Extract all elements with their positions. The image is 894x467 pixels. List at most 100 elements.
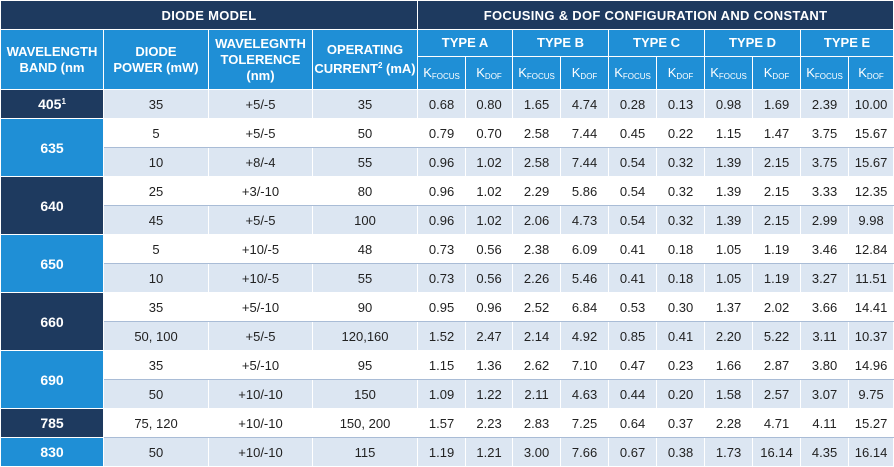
wavelength-band-cell: 650 <box>0 234 104 293</box>
k-focus-cell-type-e: 3.07 <box>800 379 850 409</box>
k-dof-cell-type-b: 4.92 <box>560 321 610 351</box>
k-dof-cell-type-b: 7.66 <box>560 437 610 467</box>
k-focus-cell-type-d: 2.20 <box>704 321 754 351</box>
k-focus-cell-type-c: 0.41 <box>608 234 658 264</box>
k-focus-cell-type-b: 2.06 <box>512 205 562 235</box>
k-focus-cell-type-b: 2.38 <box>512 234 562 264</box>
k-focus-cell-type-d: 2.28 <box>704 408 754 438</box>
k-focus-cell-type-c: 0.41 <box>608 263 658 293</box>
current-cell: 120,160 <box>311 321 419 351</box>
k-focus-cell-type-a: 0.68 <box>417 89 467 119</box>
k-dof-cell-type-d: 1.19 <box>752 263 802 293</box>
k-dof-cell-type-e: 12.84 <box>848 234 894 264</box>
k-dof-header-type-d: KDOF <box>752 56 802 90</box>
k-focus-cell-type-d: 1.66 <box>704 350 754 380</box>
table-row: 830 50 +10/-10 115 1.19 1.21 3.00 7.66 0.67 0.38 1… <box>0 437 894 467</box>
k-focus-header-type-a: KFOCUS <box>417 56 467 90</box>
k-dof-cell-type-c: 0.32 <box>656 205 706 235</box>
wavelength-band-cell: 660 <box>0 292 104 351</box>
k-focus-cell-type-d: 1.39 <box>704 205 754 235</box>
k-dof-cell-type-d: 1.47 <box>752 118 802 148</box>
k-focus-cell-type-a: 1.57 <box>417 408 467 438</box>
k-focus-cell-type-b: 2.14 <box>512 321 562 351</box>
current-cell: 115 <box>311 437 419 467</box>
k-focus-cell-type-c: 0.53 <box>608 292 658 322</box>
k-dof-cell-type-a: 2.23 <box>465 408 514 438</box>
k-focus-cell-type-b: 2.11 <box>512 379 562 409</box>
focusing-config-header: FOCUSING & DOF CONFIGURATION AND CONSTAN… <box>417 0 894 30</box>
k-focus-cell-type-e: 3.80 <box>800 350 850 380</box>
k-dof-cell-type-b: 6.09 <box>560 234 610 264</box>
k-focus-cell-type-c: 0.67 <box>608 437 658 467</box>
diode-power-cell: 50 <box>103 379 209 409</box>
k-dof-cell-type-a: 2.47 <box>465 321 514 351</box>
tolerance-cell: +5/-5 <box>208 89 313 119</box>
tolerance-cell: +5/-10 <box>208 350 313 380</box>
k-dof-cell-type-b: 7.10 <box>560 350 610 380</box>
k-focus-cell-type-e: 3.33 <box>800 176 850 206</box>
k-dof-cell-type-e: 10.37 <box>848 321 894 351</box>
k-focus-cell-type-c: 0.47 <box>608 350 658 380</box>
k-focus-cell-type-c: 0.54 <box>608 176 658 206</box>
k-dof-cell-type-a: 1.02 <box>465 205 514 235</box>
k-dof-cell-type-e: 15.67 <box>848 118 894 148</box>
k-dof-cell-type-c: 0.32 <box>656 147 706 177</box>
k-dof-cell-type-b: 4.74 <box>560 89 610 119</box>
k-focus-cell-type-e: 3.27 <box>800 263 850 293</box>
k-focus-cell-type-a: 0.96 <box>417 176 467 206</box>
current-cell: 100 <box>311 205 419 235</box>
k-dof-cell-type-e: 12.35 <box>848 176 894 206</box>
k-dof-cell-type-d: 2.57 <box>752 379 802 409</box>
k-focus-cell-type-e: 3.66 <box>800 292 850 322</box>
tolerance-cell: +10/-5 <box>208 263 313 293</box>
k-dof-cell-type-d: 4.71 <box>752 408 802 438</box>
k-dof-cell-type-c: 0.18 <box>656 234 706 264</box>
k-dof-cell-type-e: 10.00 <box>848 89 894 119</box>
k-dof-cell-type-e: 14.96 <box>848 350 894 380</box>
diode-power-cell: 50 <box>103 437 209 467</box>
k-dof-cell-type-e: 15.67 <box>848 147 894 177</box>
diode-power-cell: 25 <box>103 176 209 206</box>
table-row: 660 35 +5/-10 90 0.95 0.96 2.52 6.84 0.53 0.30 1.3… <box>0 292 894 351</box>
k-focus-cell-type-e: 2.39 <box>800 89 850 119</box>
table-row: 50 +10/-10 150 1.09 1.22 2.11 4.63 0.44 0.20 1.58… <box>1 379 894 409</box>
diode-model-header: DIODE MODEL <box>0 0 419 30</box>
table-row: 650 5 +10/-5 48 0.73 0.56 2.38 6.09 0.41 0.18 1.05… <box>0 234 894 293</box>
k-focus-cell-type-e: 2.99 <box>800 205 850 235</box>
k-dof-cell-type-c: 0.38 <box>656 437 706 467</box>
k-dof-cell-type-e: 11.51 <box>848 263 894 293</box>
k-dof-cell-type-b: 7.44 <box>560 118 610 148</box>
k-focus-cell-type-b: 1.65 <box>512 89 562 119</box>
k-focus-cell-type-b: 2.83 <box>512 408 562 438</box>
k-focus-cell-type-b: 3.00 <box>512 437 562 467</box>
k-focus-cell-type-e: 4.11 <box>800 408 850 438</box>
current-cell: 80 <box>311 176 419 206</box>
k-dof-cell-type-a: 1.02 <box>465 176 514 206</box>
diode-power-cell: 10 <box>103 263 209 293</box>
current-cell: 55 <box>311 263 419 293</box>
k-dof-cell-type-c: 0.18 <box>656 263 706 293</box>
k-dof-cell-type-d: 2.15 <box>752 205 802 235</box>
k-focus-cell-type-d: 1.39 <box>704 176 754 206</box>
tolerance-cell: +10/-10 <box>208 379 313 409</box>
k-dof-cell-type-b: 6.84 <box>560 292 610 322</box>
k-focus-header-type-c: KFOCUS <box>608 56 658 90</box>
wavelength-band-cell: 4051 <box>0 89 104 119</box>
tolerance-cell: +5/-5 <box>208 118 313 148</box>
table-row: 785 75, 120 +10/-10 150, 200 1.57 2.23 2.83 7.2… <box>0 408 894 438</box>
k-focus-cell-type-b: 2.62 <box>512 350 562 380</box>
tolerance-cell: +8/-4 <box>208 147 313 177</box>
k-dof-cell-type-c: 0.13 <box>656 89 706 119</box>
diode-power-cell: 35 <box>103 350 209 380</box>
k-focus-cell-type-e: 3.75 <box>800 147 850 177</box>
k-dof-cell-type-e: 9.98 <box>848 205 894 235</box>
k-focus-cell-type-a: 1.09 <box>417 379 467 409</box>
k-dof-cell-type-a: 0.56 <box>465 234 514 264</box>
k-focus-cell-type-d: 1.05 <box>704 263 754 293</box>
k-dof-header-type-e: KDOF <box>848 56 894 90</box>
k-dof-cell-type-d: 5.22 <box>752 321 802 351</box>
diode-power-cell: 45 <box>103 205 209 235</box>
type-a-header: TYPE A <box>417 29 514 57</box>
tolerance-cell: +10/-10 <box>208 408 313 438</box>
